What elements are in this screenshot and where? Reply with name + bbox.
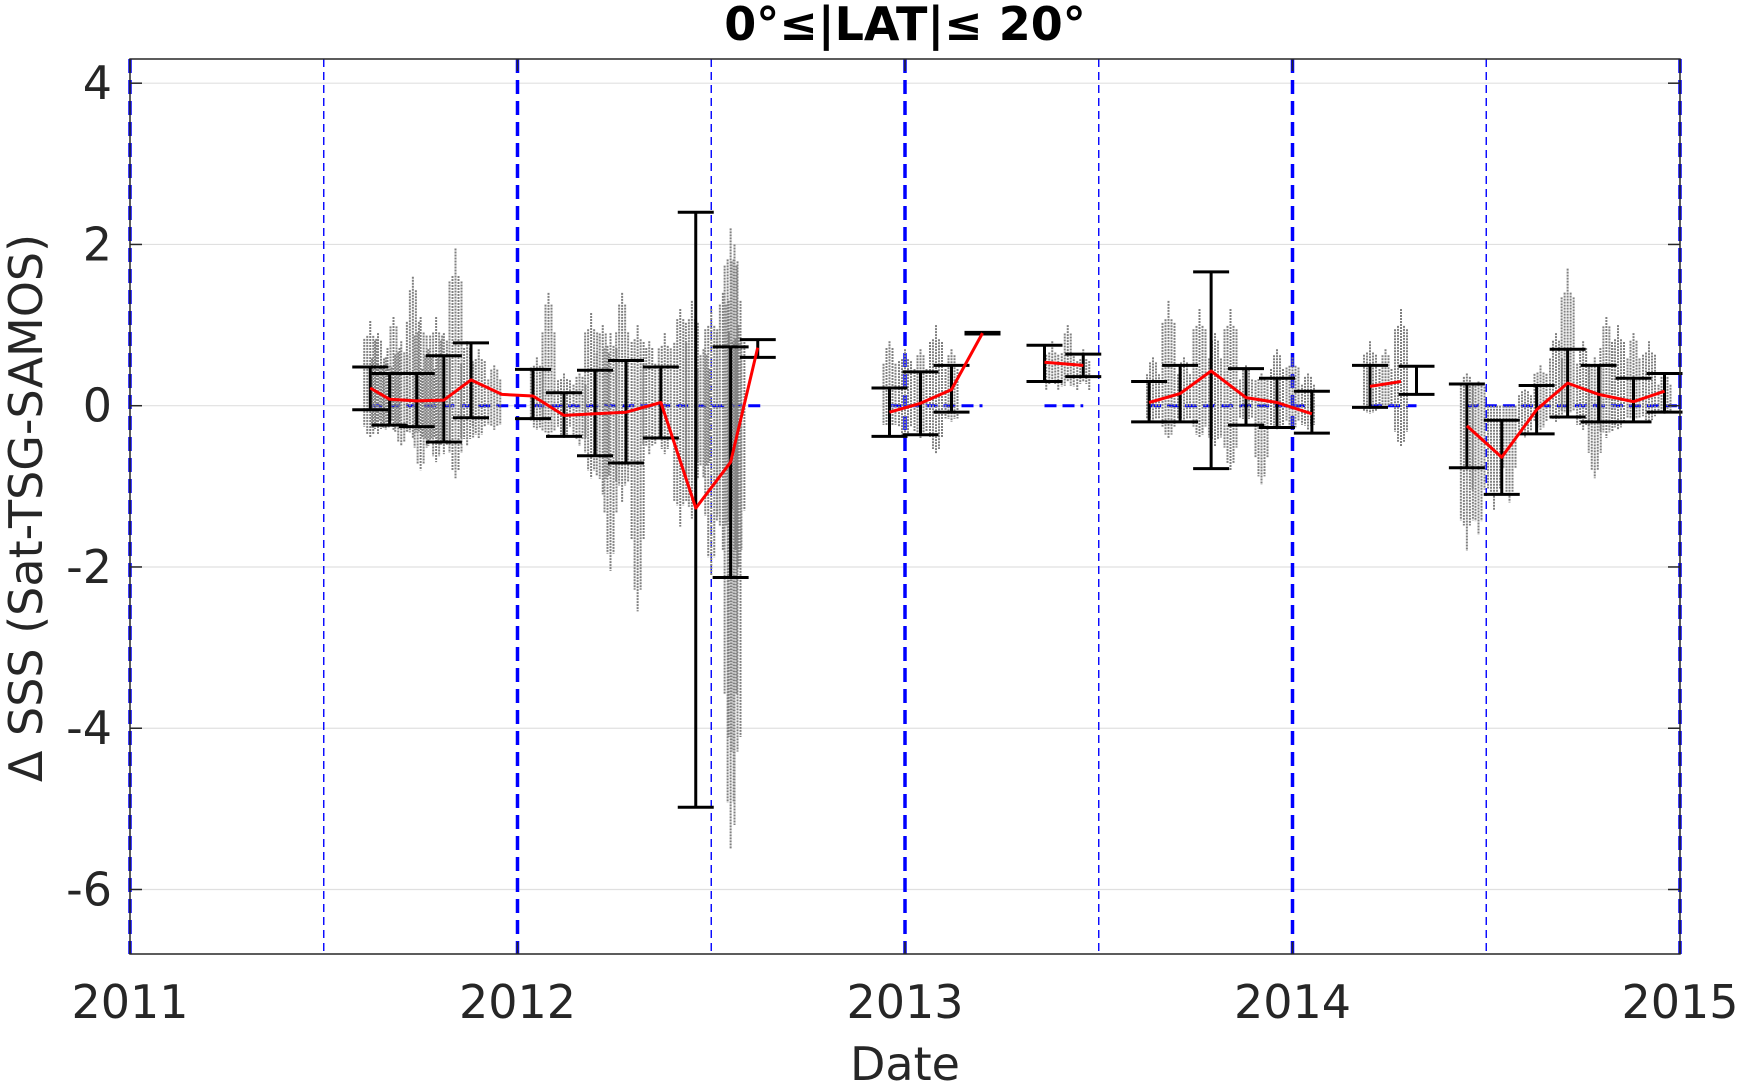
mean-line-segment [1465,381,1665,459]
x-axis-label: Date [850,1037,960,1087]
y-tick-label: 2 [83,217,112,271]
scatter-points [363,228,1672,850]
mean-line [369,332,1665,510]
x-tick-label: 2015 [1621,975,1738,1029]
y-tick-label: -4 [66,701,112,755]
y-tick-label: 4 [83,56,112,110]
chart-title: 0°≤|LAT|≤ 20° [724,0,1085,52]
mean-line-segment [889,332,984,414]
axis-ticks: 2011 2012 2013 2014 2015 -6 -4 -2 0 2 4 [66,56,1738,1029]
mean-line-segment [1044,360,1084,367]
mean-line-segment [369,347,760,510]
y-tick-label: 0 [83,379,112,433]
x-tick-label: 2012 [459,975,576,1029]
y-tick-label: -2 [66,540,112,594]
y-axis-label: Δ SSS (Sat-TSG-SAMOS) [0,234,53,782]
x-tick-label: 2011 [71,975,188,1029]
x-tick-label: 2014 [1234,975,1351,1029]
y-tick-label: -6 [66,862,112,916]
mean-line-segment [1148,369,1313,416]
x-tick-label: 2013 [846,975,963,1029]
mean-line-segment [1369,380,1402,388]
